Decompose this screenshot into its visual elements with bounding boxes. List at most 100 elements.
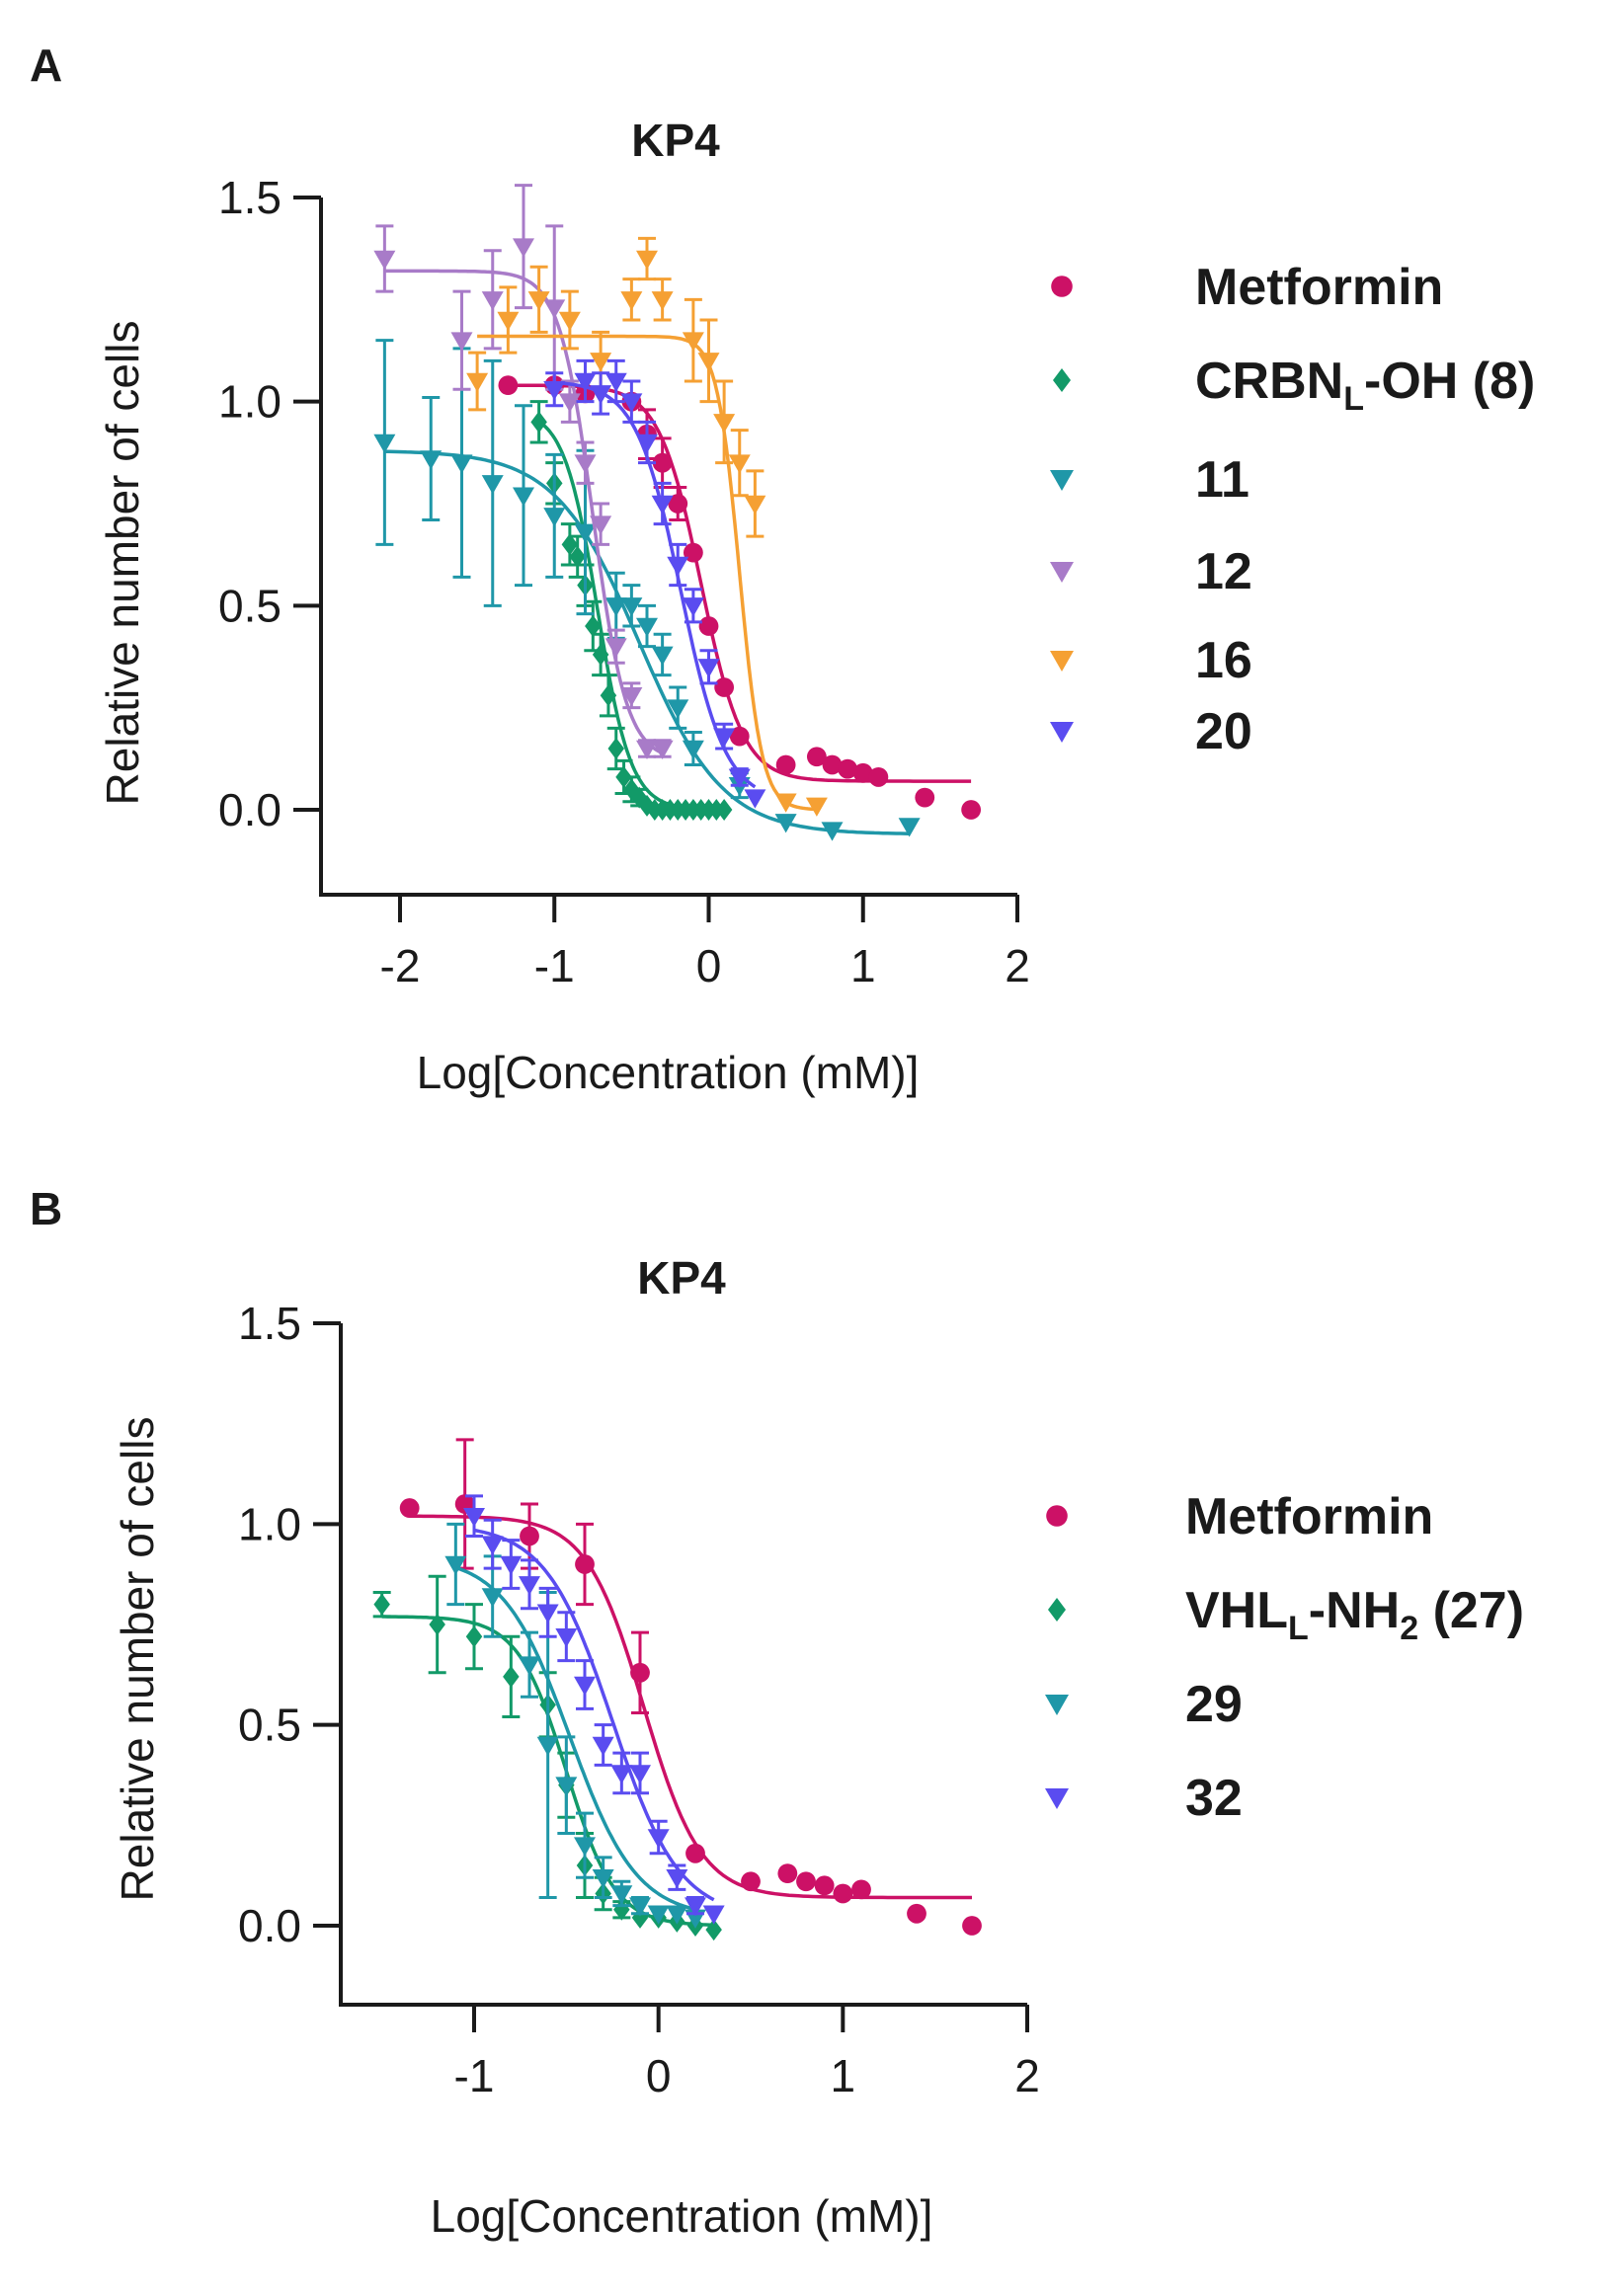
data-point — [604, 638, 627, 658]
data-point — [814, 1875, 835, 1896]
data-point — [629, 1897, 651, 1917]
data-point — [481, 1588, 504, 1608]
data-point — [682, 332, 704, 352]
data-point — [600, 684, 617, 707]
x-tick-label: 0 — [646, 2050, 672, 2101]
data-point — [838, 758, 858, 779]
panel-b-legend: Metformin VHLL-NH2 (27) 29 32 — [1045, 1488, 1524, 1827]
data-point — [651, 291, 674, 311]
panel-a-plot-area — [373, 184, 982, 841]
panel-b: B KP4 0.0 0.5 1.0 1.5 -1 0 1 2 Log[Concentrati… — [30, 1183, 1524, 2242]
data-point — [796, 1871, 816, 1892]
legend-marker — [1051, 276, 1073, 297]
y-tick-label: 1.5 — [238, 1298, 301, 1349]
x-tick-label: -1 — [454, 2050, 495, 2101]
data-point — [592, 1868, 614, 1889]
data-point — [636, 617, 658, 637]
data-point — [851, 1879, 871, 1900]
legend-label: 12 — [1195, 543, 1252, 600]
legend-label: 20 — [1195, 703, 1252, 760]
data-point — [713, 414, 736, 434]
data-point — [503, 1665, 520, 1688]
data-point — [513, 238, 534, 258]
data-point — [607, 738, 624, 759]
data-point — [536, 1604, 559, 1623]
data-point — [741, 1871, 761, 1892]
data-point — [714, 677, 735, 697]
data-point — [821, 822, 844, 841]
data-point — [915, 787, 935, 808]
data-point — [575, 1554, 595, 1574]
data-point — [629, 1765, 651, 1784]
x-tick-label: 0 — [696, 940, 722, 991]
data-point — [698, 616, 719, 636]
data-point — [592, 1736, 614, 1756]
legend-marker — [1045, 1788, 1069, 1809]
data-point — [373, 434, 396, 453]
x-tick-label: -1 — [534, 940, 575, 991]
data-point — [527, 291, 550, 311]
x-tick-label: 2 — [1014, 2050, 1040, 2101]
data-point — [500, 1555, 523, 1575]
data-point — [852, 762, 873, 783]
panel-b-x-axis-label: Log[Concentration (mM)] — [431, 2190, 933, 2242]
data-point — [667, 699, 689, 719]
data-point — [373, 1593, 390, 1616]
data-point — [961, 800, 982, 820]
legend-marker — [1050, 470, 1074, 491]
data-point — [744, 789, 766, 809]
data-point — [898, 818, 921, 837]
data-point — [610, 1885, 633, 1905]
panel-a-y-ticks: 0.0 0.5 1.0 1.5 — [218, 172, 321, 835]
data-point — [574, 523, 597, 543]
data-point — [590, 515, 612, 535]
data-point — [630, 1662, 650, 1683]
data-point — [530, 411, 547, 434]
data-point — [647, 1829, 670, 1849]
data-point — [420, 450, 443, 470]
panel-a-y-axis-label: Relative number of cells — [97, 321, 148, 806]
panel-a-axes — [319, 198, 1017, 897]
legend-marker — [1053, 368, 1071, 392]
panel-b-y-ticks: 0.0 0.5 1.0 1.5 — [238, 1298, 341, 1951]
data-point — [868, 767, 889, 787]
data-point — [444, 1555, 467, 1575]
data-point — [774, 814, 797, 833]
data-point — [668, 494, 688, 514]
data-point — [636, 434, 658, 453]
data-point — [682, 740, 704, 759]
data-point — [555, 1777, 578, 1796]
y-tick-label: 1.0 — [218, 376, 282, 428]
data-point — [399, 1498, 420, 1518]
data-point — [463, 1507, 485, 1528]
legend-marker — [1050, 722, 1074, 743]
data-point — [555, 1627, 578, 1648]
legend-marker — [1045, 1695, 1069, 1715]
series-crbn-l-oh-8- — [529, 400, 733, 821]
fit-curve — [473, 1528, 715, 1902]
panel-a-legend: Metformin CRBNL-OH (8) 11 12 16 20 — [1050, 259, 1535, 760]
panel-b-title: KP4 — [637, 1252, 726, 1304]
data-point — [604, 372, 627, 392]
y-tick-label: 0.0 — [238, 1900, 301, 1951]
data-point — [666, 1905, 688, 1925]
legend-label: 16 — [1195, 632, 1252, 689]
fit-curve — [409, 1514, 972, 1900]
data-point — [543, 508, 566, 527]
legend-marker — [1050, 562, 1074, 583]
y-tick-label: 0.0 — [218, 784, 282, 835]
data-point — [728, 454, 751, 474]
data-point — [481, 475, 504, 495]
series-metformin — [399, 1438, 982, 1936]
legend-label: Metformin — [1195, 259, 1443, 316]
data-point — [497, 311, 520, 331]
panel-b-axes — [339, 1323, 1027, 2007]
legend-label: 32 — [1185, 1770, 1243, 1827]
data-point — [806, 747, 827, 767]
panel-a: A KP4 0.00.51.01.5 -2 -1 0 1 2 Log[Concentra… — [30, 40, 1535, 1098]
data-point — [666, 1868, 688, 1889]
data-point — [466, 372, 489, 392]
series-32 — [463, 1494, 725, 1925]
data-point — [651, 495, 674, 515]
